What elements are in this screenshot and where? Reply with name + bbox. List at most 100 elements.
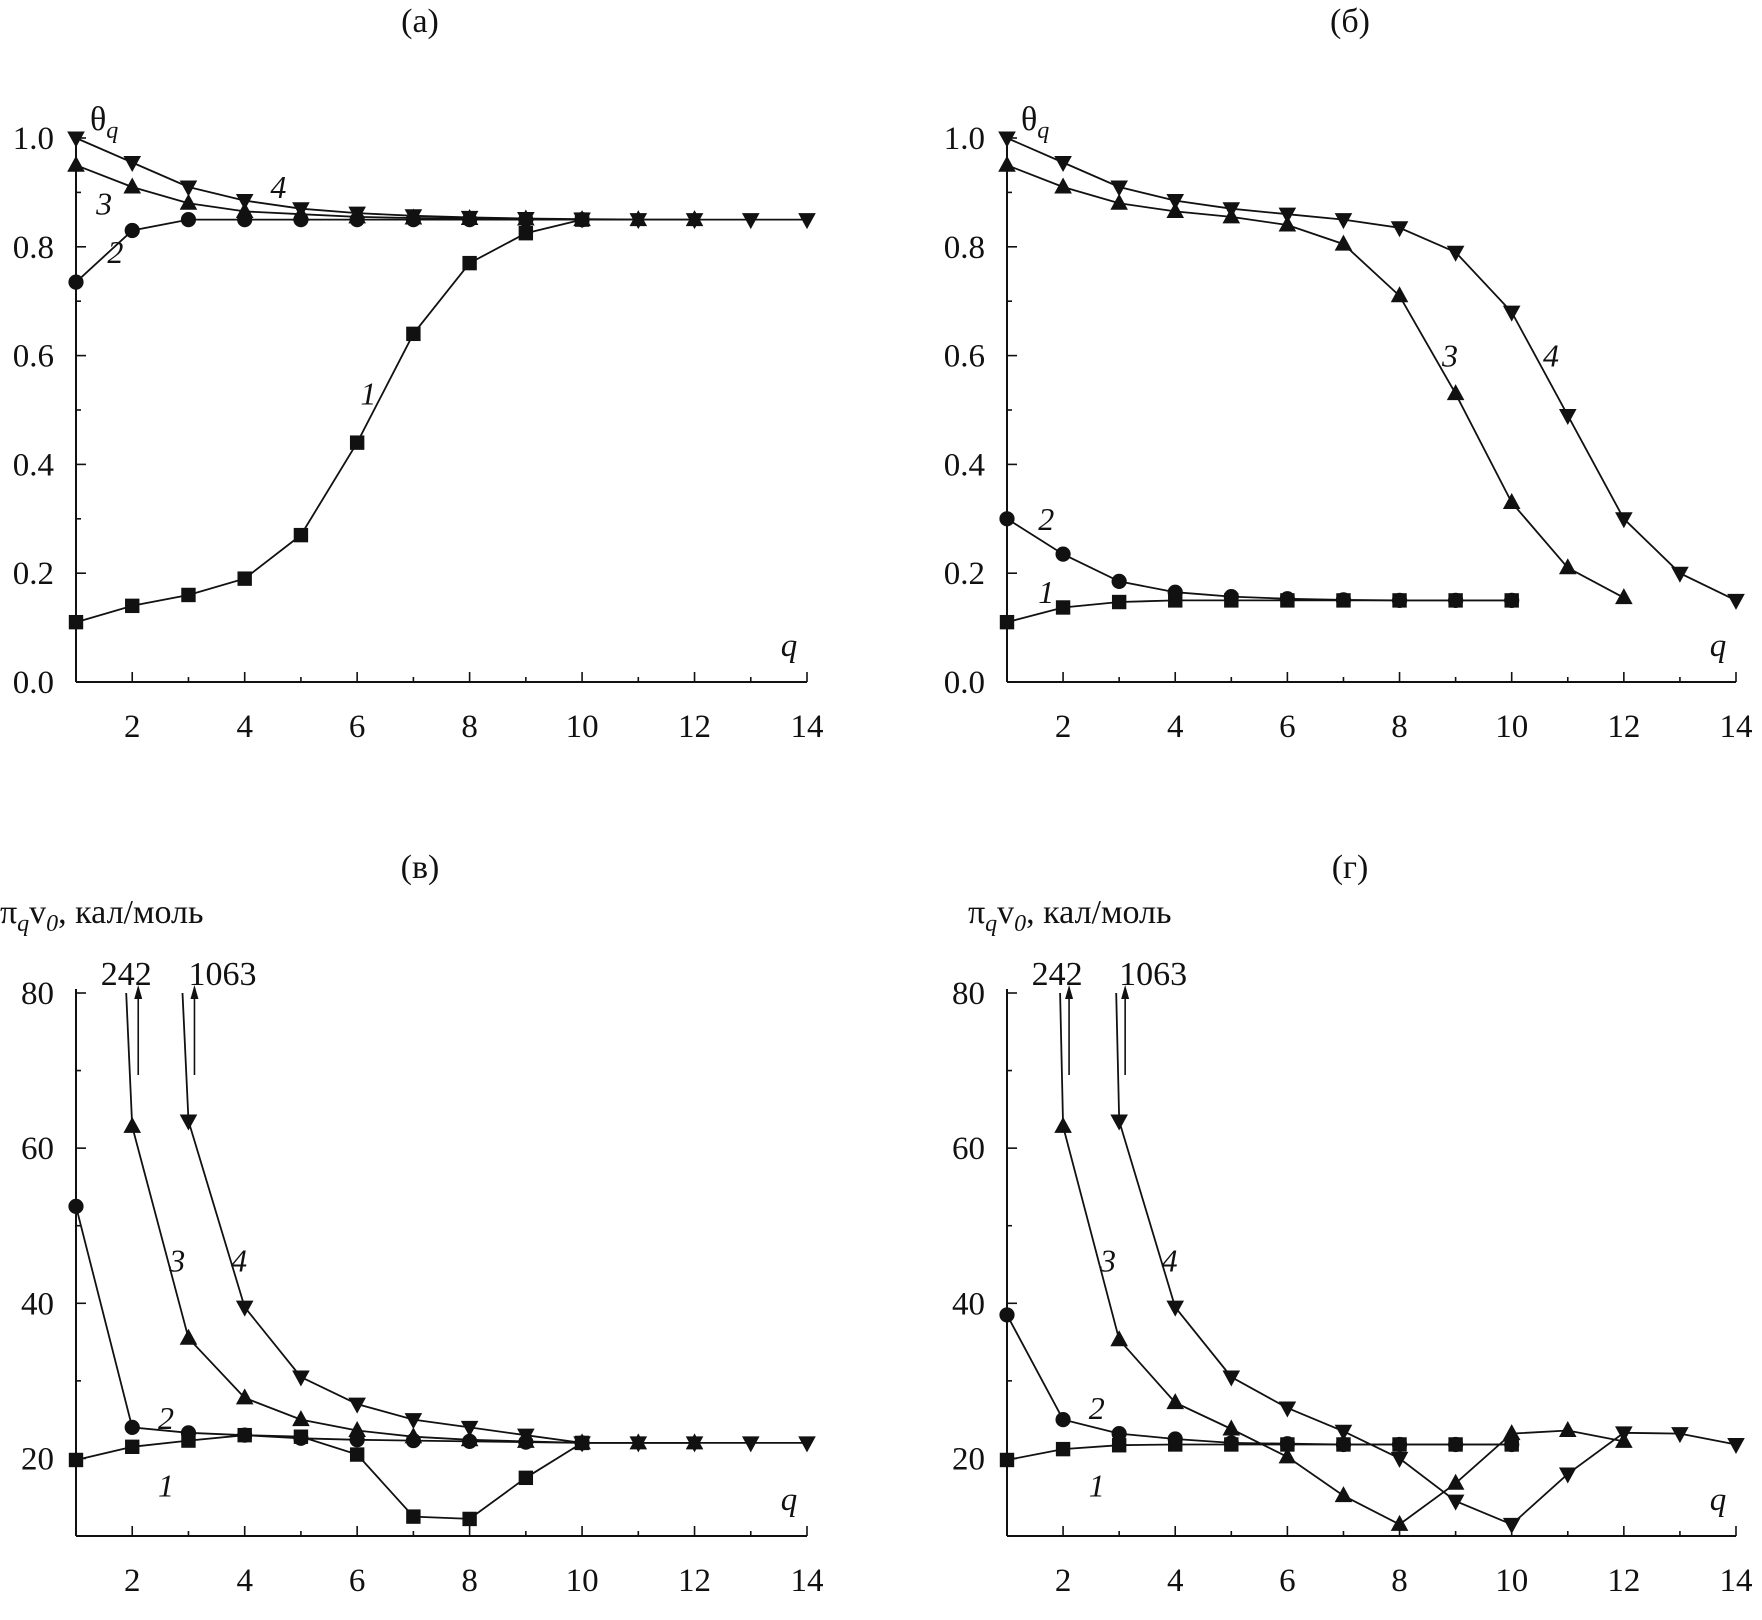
- data-point-3: [348, 1421, 366, 1438]
- series-line-4: [181, 992, 807, 1444]
- series-line-2: [75, 218, 583, 283]
- y-tick-label: 0.6: [13, 339, 54, 375]
- data-point-4: [235, 194, 254, 211]
- data-point-4: [1446, 245, 1465, 262]
- y-tick-label: 0.4: [944, 447, 985, 483]
- data-point-3: [123, 177, 142, 194]
- data-point-2: [1504, 1436, 1520, 1453]
- data-point-4: [1110, 180, 1128, 197]
- data-point-4: [798, 213, 816, 230]
- data-point-1: [181, 587, 196, 603]
- x-tick-label: 14: [1720, 709, 1753, 745]
- x-tick-label: 12: [678, 709, 711, 745]
- data-point-4: [1166, 1300, 1185, 1317]
- offscale-arrowhead: [134, 985, 143, 999]
- series-line-1: [1006, 599, 1512, 624]
- curve-label-3: 3: [95, 185, 112, 221]
- data-point-2: [999, 511, 1015, 527]
- data-point-1: [237, 571, 252, 586]
- y-tick-label: 1.0: [944, 121, 985, 157]
- data-point-3: [1334, 1486, 1353, 1503]
- data-point-3: [292, 1410, 310, 1427]
- curve-label-4: 4: [270, 169, 286, 205]
- data-point-3: [1502, 1424, 1521, 1441]
- data-point-1: [406, 326, 421, 342]
- series-4: 4: [1110, 992, 1745, 1534]
- y-tick-label: 0.0: [13, 665, 54, 701]
- data-point-4: [629, 1436, 648, 1453]
- curve-label-1: 1: [1089, 1468, 1105, 1504]
- y-tick-label: 60: [21, 1131, 54, 1167]
- data-point-2: [1055, 1412, 1071, 1428]
- data-point-4: [123, 155, 142, 172]
- data-point-4: [460, 1420, 479, 1437]
- data-point-2: [1279, 591, 1295, 607]
- y-tick-label: 0.6: [944, 339, 985, 375]
- data-point-4: [460, 210, 479, 227]
- y-tick-label: 0.2: [13, 556, 54, 592]
- data-point-3: [1110, 1330, 1128, 1347]
- data-point-2: [124, 1419, 140, 1435]
- data-point-2: [237, 1427, 253, 1443]
- data-point-1: [293, 527, 309, 543]
- data-point-3: [179, 193, 198, 210]
- offscale-label: 242: [1032, 956, 1083, 993]
- series-2: 2: [68, 212, 590, 290]
- curve-label-1: 1: [360, 376, 376, 412]
- data-point-2: [1111, 1426, 1127, 1442]
- panel-label: (в): [401, 849, 440, 886]
- data-point-4: [1671, 1427, 1689, 1444]
- y-tick-label: 0.8: [13, 230, 54, 266]
- y-tick-label: 20: [952, 1441, 985, 1477]
- y-tick-label: 40: [952, 1286, 985, 1322]
- data-point-4: [1278, 207, 1297, 224]
- series-1: 1: [68, 212, 590, 630]
- x-tick-label: 8: [461, 709, 478, 745]
- data-point-2: [1223, 588, 1239, 605]
- x-axis-label: q: [781, 628, 798, 664]
- offscale-label: 1063: [1119, 956, 1187, 993]
- series-2: 2: [999, 501, 1520, 609]
- data-point-1: [1055, 1441, 1071, 1457]
- data-point-4: [1502, 1517, 1521, 1534]
- series-line-1: [75, 218, 583, 624]
- data-point-3: [1615, 588, 1633, 605]
- data-point-4: [1615, 1426, 1633, 1443]
- x-tick-label: 12: [1607, 709, 1640, 745]
- x-tick-label: 6: [349, 1563, 366, 1599]
- data-point-4: [1671, 566, 1689, 583]
- data-point-1: [518, 1470, 534, 1486]
- data-point-4: [1727, 593, 1745, 610]
- y-tick-label: 1.0: [13, 121, 54, 157]
- data-point-2: [1055, 546, 1071, 562]
- y-tick-label: 0.8: [944, 230, 985, 266]
- x-tick-label: 2: [1055, 709, 1072, 745]
- data-point-1: [68, 1452, 84, 1468]
- data-point-4: [685, 213, 704, 230]
- series-line-2: [75, 1206, 583, 1444]
- data-point-3: [1390, 286, 1409, 303]
- data-point-1: [999, 614, 1015, 630]
- data-point-1: [518, 226, 534, 241]
- y-tick-label: 40: [21, 1286, 54, 1322]
- data-point-4: [1502, 305, 1521, 322]
- data-point-1: [1055, 600, 1071, 615]
- data-point-4: [1558, 1467, 1577, 1484]
- curve-label-3: 3: [1441, 338, 1458, 374]
- x-tick-label: 4: [1167, 709, 1184, 745]
- data-point-4: [1390, 221, 1409, 238]
- data-point-4: [1278, 1401, 1297, 1418]
- data-point-1: [999, 1452, 1015, 1468]
- data-point-1: [462, 1511, 477, 1527]
- curve-label-4: 4: [1162, 1243, 1178, 1279]
- data-point-1: [1111, 1438, 1127, 1453]
- curve-label-3: 3: [1099, 1243, 1116, 1279]
- data-point-2: [1167, 1431, 1183, 1447]
- data-point-2: [1223, 1435, 1239, 1451]
- offscale-arrowhead: [1121, 985, 1130, 999]
- data-point-3: [67, 155, 85, 172]
- data-point-1: [462, 255, 477, 271]
- series-4: 4: [998, 131, 1745, 610]
